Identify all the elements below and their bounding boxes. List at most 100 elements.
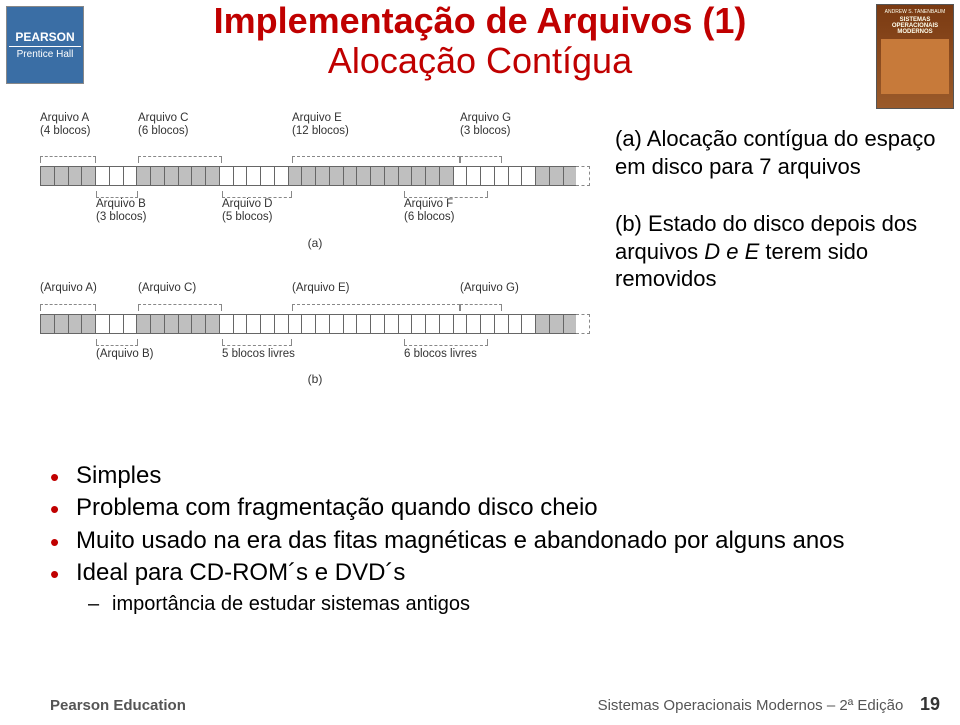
disk-block bbox=[68, 166, 82, 186]
disk-block bbox=[411, 314, 425, 334]
disk-block bbox=[40, 166, 54, 186]
caption-notes: (a) Alocação contígua do espaço em disco… bbox=[615, 125, 945, 323]
disk-block bbox=[384, 166, 398, 186]
disk-block bbox=[356, 166, 370, 186]
disk-block bbox=[95, 314, 109, 334]
allocation-diagram: Arquivo A(4 blocos) Arquivo C(6 blocos) Ar… bbox=[40, 112, 590, 386]
disk-block bbox=[508, 166, 522, 186]
disk-block bbox=[219, 314, 233, 334]
diagram-b-top-braces bbox=[40, 304, 590, 314]
book-cover-art bbox=[881, 39, 949, 94]
disk-block bbox=[164, 166, 178, 186]
brace bbox=[292, 304, 460, 310]
diagram-b-tag: (b) bbox=[40, 372, 590, 386]
disk-block bbox=[315, 314, 329, 334]
bullet-4-sub: importância de estudar sistemas antigos bbox=[50, 590, 910, 618]
disk-block bbox=[535, 314, 549, 334]
disk-block bbox=[301, 314, 315, 334]
disk-block bbox=[246, 166, 260, 186]
disk-block bbox=[508, 314, 522, 334]
brace bbox=[138, 156, 222, 162]
file-label: 6 blocos livres bbox=[404, 348, 477, 361]
file-label: (Arquivo G) bbox=[460, 282, 519, 295]
disk-block bbox=[466, 314, 480, 334]
bullet-3: Muito usado na era das fitas magnéticas … bbox=[50, 525, 910, 557]
brace bbox=[292, 156, 460, 162]
file-label: Arquivo F(6 blocos) bbox=[404, 198, 455, 224]
file-label: Arquivo C(6 blocos) bbox=[138, 112, 189, 138]
disk-block bbox=[398, 166, 412, 186]
disk-block bbox=[370, 166, 384, 186]
title-line2: Alocação Contígua bbox=[90, 41, 870, 81]
caption-a: (a) Alocação contígua do espaço em disco… bbox=[615, 125, 945, 180]
disk-block bbox=[563, 314, 577, 334]
diagram-a-tag: (a) bbox=[40, 236, 590, 250]
file-label: Arquivo B(3 blocos) bbox=[96, 198, 147, 224]
book-author: ANDREW S. TANENBAUM bbox=[881, 9, 949, 15]
diagram-a-top-labels: Arquivo A(4 blocos) Arquivo C(6 blocos) Ar… bbox=[40, 112, 590, 156]
bullet-list: Simples Problema com fragmentação quando… bbox=[50, 460, 910, 618]
file-label: Arquivo A(4 blocos) bbox=[40, 112, 91, 138]
disk-block bbox=[81, 166, 95, 186]
disk-block bbox=[549, 314, 563, 334]
publisher-logo: PEARSON Prentice Hall bbox=[6, 6, 84, 84]
disk-block bbox=[563, 166, 577, 186]
disk-block bbox=[260, 314, 274, 334]
disk-block bbox=[398, 314, 412, 334]
disk-block bbox=[329, 166, 343, 186]
disk-block bbox=[219, 166, 233, 186]
logo-brand: PEARSON bbox=[9, 30, 81, 47]
file-label: (Arquivo A) bbox=[40, 282, 97, 295]
diagram-a-bottom-labels: Arquivo B(3 blocos)Arquivo D(5 blocos)Ar… bbox=[40, 198, 590, 230]
bullet-2: Problema com fragmentação quando disco c… bbox=[50, 492, 910, 524]
disk-block bbox=[150, 166, 164, 186]
disk-block bbox=[343, 166, 357, 186]
diagram-a-top-braces bbox=[40, 156, 590, 166]
disk-block bbox=[109, 314, 123, 334]
disk-block bbox=[109, 166, 123, 186]
file-label: 5 blocos livres bbox=[222, 348, 295, 361]
disk-block bbox=[246, 314, 260, 334]
disk-block bbox=[453, 166, 467, 186]
disk-block bbox=[494, 166, 508, 186]
disk-block bbox=[260, 166, 274, 186]
disk-block bbox=[54, 314, 68, 334]
bullet-1: Simples bbox=[50, 460, 910, 492]
disk-block bbox=[274, 166, 288, 186]
disk-block bbox=[233, 314, 247, 334]
disk-block bbox=[411, 166, 425, 186]
caption-b-italic: D e E bbox=[704, 239, 759, 264]
disk-block bbox=[356, 314, 370, 334]
disk-block bbox=[425, 166, 439, 186]
disk-block bbox=[439, 166, 453, 186]
footer-left: Pearson Education bbox=[50, 697, 186, 714]
diagram-a-blocks bbox=[40, 166, 590, 186]
brace bbox=[404, 340, 488, 346]
disk-block bbox=[136, 166, 150, 186]
disk-block bbox=[549, 166, 563, 186]
disk-block bbox=[191, 166, 205, 186]
page-number: 19 bbox=[920, 694, 940, 714]
file-label: (Arquivo E) bbox=[292, 282, 350, 295]
brace bbox=[138, 304, 222, 310]
disk-block bbox=[150, 314, 164, 334]
diagram-b-blocks bbox=[40, 314, 590, 334]
disk-block bbox=[301, 166, 315, 186]
caption-a-text: Alocação contígua do espaço em disco par… bbox=[615, 126, 935, 179]
disk-block bbox=[205, 166, 219, 186]
disk-block bbox=[40, 314, 54, 334]
disk-block bbox=[205, 314, 219, 334]
disk-block bbox=[164, 314, 178, 334]
disk-block bbox=[535, 166, 549, 186]
disk-block bbox=[480, 166, 494, 186]
disk-block bbox=[233, 166, 247, 186]
title-line1: Implementação de Arquivos (1) bbox=[90, 0, 870, 41]
disk-block bbox=[288, 314, 302, 334]
disk-block bbox=[123, 166, 137, 186]
disk-block bbox=[288, 166, 302, 186]
bullet-4: Ideal para CD-ROM´s e DVD´s bbox=[50, 557, 910, 589]
file-label: Arquivo G(3 blocos) bbox=[460, 112, 511, 138]
caption-a-prefix: (a) bbox=[615, 126, 642, 151]
disk-block bbox=[329, 314, 343, 334]
disk-block bbox=[425, 314, 439, 334]
